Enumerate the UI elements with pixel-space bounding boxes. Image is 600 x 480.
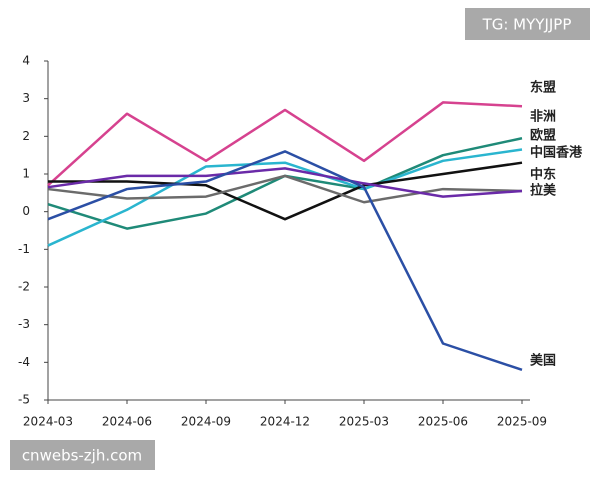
y-tick-label: -5 bbox=[18, 393, 30, 407]
series-label: 拉美 bbox=[530, 183, 557, 199]
series-line bbox=[47, 148, 523, 247]
x-tick-label: 2024-03 bbox=[23, 415, 73, 429]
series-line bbox=[47, 150, 523, 372]
series-line bbox=[47, 101, 523, 187]
y-tick-label: 4 bbox=[22, 54, 30, 68]
x-tick-label: 2025-09 bbox=[497, 415, 547, 429]
x-tick-label: 2025-06 bbox=[418, 415, 468, 429]
y-tick-label: -3 bbox=[18, 317, 30, 331]
y-tick-label: -1 bbox=[18, 242, 30, 256]
series-line bbox=[47, 167, 523, 198]
series-label: 中东 bbox=[530, 167, 556, 183]
series-label: 东盟 bbox=[530, 80, 556, 96]
series-line bbox=[47, 174, 523, 204]
y-tick-label: 0 bbox=[22, 204, 30, 218]
y-tick-label: 2 bbox=[22, 129, 30, 143]
y-tick-label: -2 bbox=[18, 280, 30, 294]
series-line bbox=[48, 161, 523, 221]
watermark: cnwebs-zjh.com bbox=[22, 447, 142, 465]
series-label: 非洲 bbox=[530, 109, 556, 125]
y-tick-label: -4 bbox=[18, 355, 30, 369]
y-tick-label: 1 bbox=[22, 167, 30, 181]
x-tick-label: 2024-06 bbox=[102, 415, 152, 429]
series-label: 欧盟 bbox=[530, 128, 556, 144]
series-label: 美国 bbox=[530, 353, 556, 369]
x-tick-label: 2024-12 bbox=[260, 415, 310, 429]
y-tick-label: 3 bbox=[22, 91, 30, 105]
watermark-box bbox=[465, 8, 590, 40]
watermark: TG: MYYJJPP bbox=[482, 16, 572, 34]
x-tick-label: 2024-09 bbox=[181, 415, 231, 429]
watermark-box bbox=[10, 440, 155, 470]
x-tick-label: 2025-03 bbox=[339, 415, 389, 429]
series-label: 中国香港 bbox=[530, 145, 583, 161]
